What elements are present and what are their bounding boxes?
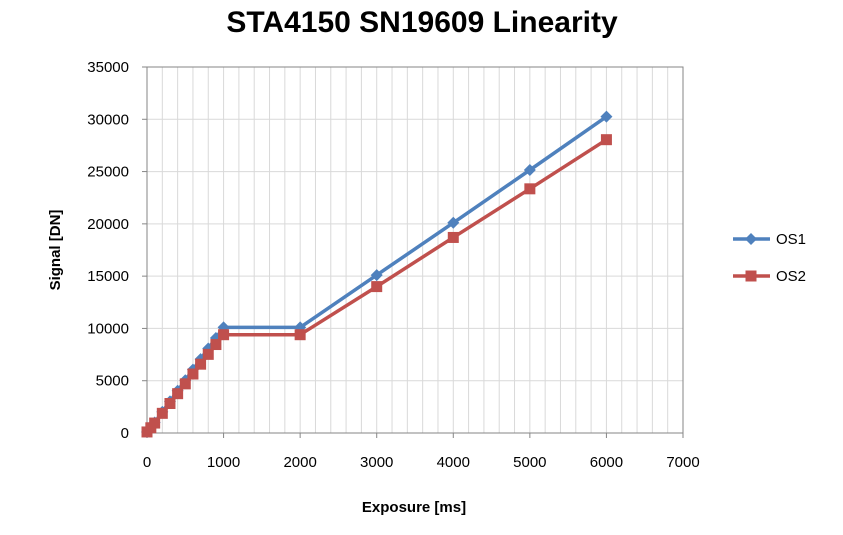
x-tick-label: 0 <box>143 454 151 471</box>
data-point-os2 <box>524 183 536 195</box>
x-tick-label: 6000 <box>590 454 623 471</box>
y-axis-title: Signal [DN] <box>47 210 64 291</box>
y-tick-label: 20000 <box>87 216 129 233</box>
data-point-os2 <box>202 348 214 360</box>
x-tick-label: 7000 <box>666 454 699 471</box>
data-point-os1 <box>370 269 383 282</box>
data-point-os1 <box>600 110 613 123</box>
data-point-os2 <box>195 358 207 370</box>
series-os2 <box>141 134 612 438</box>
y-tick-label: 0 <box>121 425 129 442</box>
chart-title: STA4150 SN19609 Linearity <box>226 6 618 39</box>
data-point-os2 <box>371 281 383 293</box>
x-axis-title: Exposure [ms] <box>362 499 466 516</box>
data-point-os2 <box>187 368 199 380</box>
data-point-os2 <box>210 339 222 351</box>
data-point-os2 <box>164 398 176 410</box>
y-tick-label: 10000 <box>87 320 129 337</box>
y-tick-label: 35000 <box>87 59 129 76</box>
data-point-os2 <box>172 388 184 400</box>
legend: OS1 OS2 <box>733 231 806 285</box>
x-tick-label: 4000 <box>437 454 470 471</box>
legend-label: OS1 <box>776 231 806 248</box>
x-tick-labels: 0 1000 2000 3000 4000 5000 6000 7000 <box>143 454 700 471</box>
data-point-os2 <box>179 378 191 390</box>
data-point-os2 <box>600 134 612 146</box>
legend-marker <box>745 233 757 245</box>
legend-item-os1: OS1 <box>733 231 806 248</box>
y-tick-label: 30000 <box>87 111 129 128</box>
x-tick-label: 2000 <box>283 454 316 471</box>
x-tick-label: 1000 <box>207 454 240 471</box>
y-tick-labels: 0 5000 10000 15000 20000 25000 30000 35000 <box>87 59 129 442</box>
legend-marker <box>745 270 757 282</box>
series-layer <box>141 110 613 438</box>
legend-item-os2: OS2 <box>733 268 806 285</box>
legend-label: OS2 <box>776 268 806 285</box>
data-point-os2 <box>294 329 306 341</box>
data-point-os1 <box>447 216 460 229</box>
data-point-os2 <box>218 329 230 341</box>
y-tick-label: 15000 <box>87 268 129 285</box>
plot-area-border <box>146 66 684 434</box>
data-point-os2 <box>149 417 161 429</box>
data-point-os2 <box>156 407 168 419</box>
x-tick-label: 3000 <box>360 454 393 471</box>
data-point-os1 <box>523 164 536 177</box>
x-tick-label: 5000 <box>513 454 546 471</box>
y-tick-label: 25000 <box>87 164 129 181</box>
data-point-os2 <box>447 231 459 243</box>
y-tick-label: 5000 <box>96 373 129 390</box>
